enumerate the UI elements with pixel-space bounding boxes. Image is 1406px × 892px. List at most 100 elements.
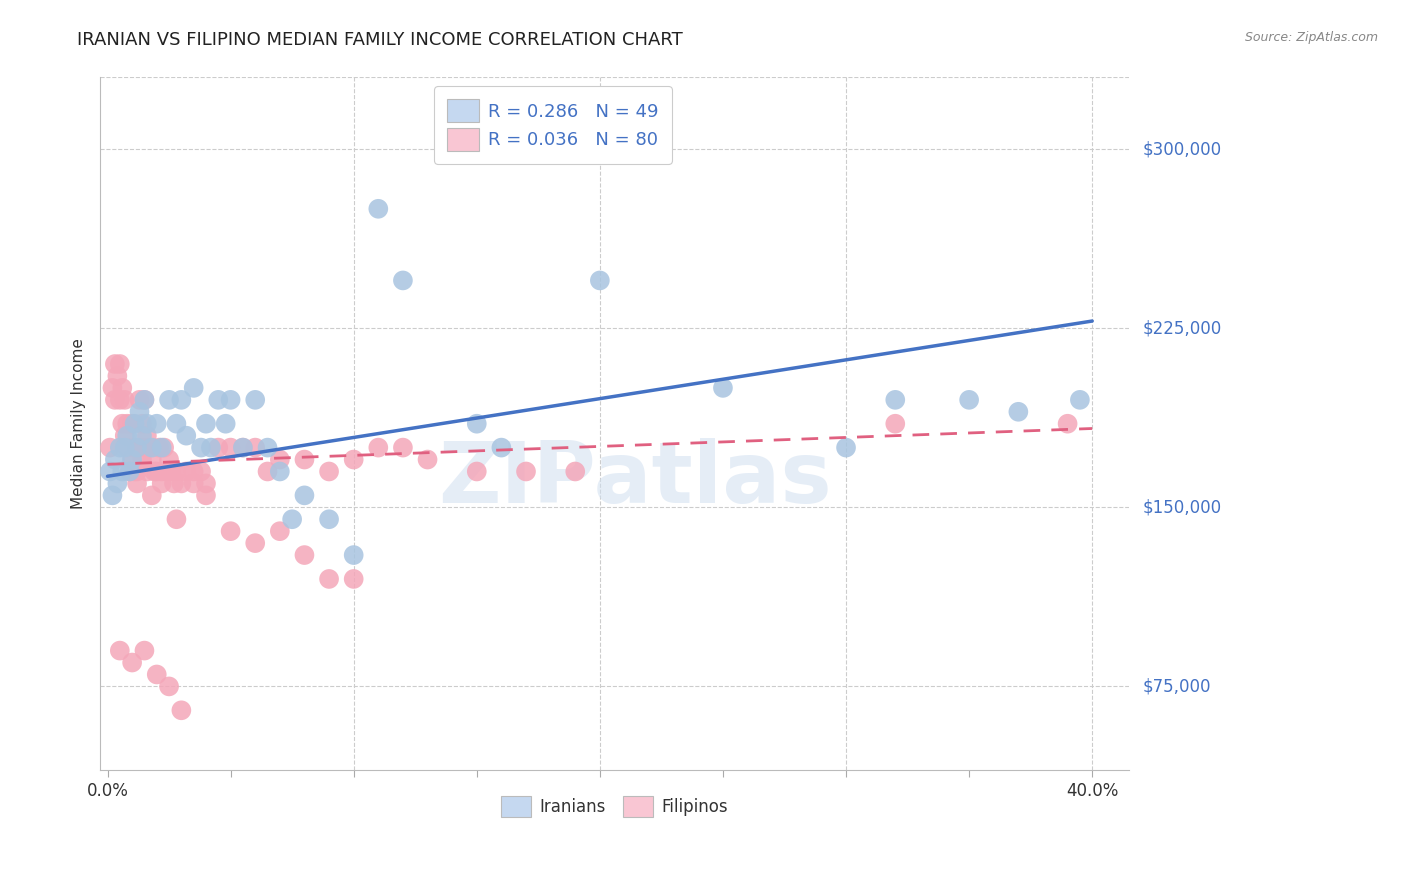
Point [135,417,157,431]
Point [141,488,163,502]
Point [108,643,131,657]
Text: Source: ZipAtlas.com: Source: ZipAtlas.com [1244,31,1378,45]
Point [135,428,157,442]
Point [183,381,205,395]
Point [145,417,167,431]
Point [121,452,143,467]
Point [134,392,156,407]
Point [884,392,907,407]
Point [318,572,340,586]
Point [165,417,187,431]
Point [170,392,193,407]
Point [115,428,138,442]
Point [564,465,586,479]
Point [157,392,180,407]
Point [269,524,291,538]
Point [105,368,128,383]
Point [318,512,340,526]
Point [219,524,242,538]
Point [165,512,187,526]
Point [294,452,316,467]
Point [131,428,153,442]
Point [160,465,183,479]
Point [124,465,146,479]
Point [134,392,156,407]
Point [367,202,389,216]
Point [1056,417,1078,431]
Point [128,405,150,419]
Point [125,465,148,479]
Point [245,441,267,455]
Point [589,273,612,287]
Point [108,441,131,455]
Point [884,417,907,431]
Point [101,488,124,502]
Point [465,417,488,431]
Point [150,465,173,479]
Point [150,476,173,491]
Point [138,441,160,455]
Point [145,667,167,681]
Point [215,417,238,431]
Point [125,441,148,455]
Point [711,381,734,395]
Point [145,465,167,479]
Point [114,441,136,455]
Point [134,441,156,455]
Point [200,441,222,455]
Text: $75,000: $75,000 [1143,677,1212,696]
Point [343,452,366,467]
Point [269,465,291,479]
Point [104,357,127,371]
Point [465,465,488,479]
Point [108,357,131,371]
Text: $225,000: $225,000 [1143,319,1222,337]
Point [104,452,127,467]
Point [98,465,121,479]
Point [416,452,439,467]
Point [183,476,205,491]
Point [195,417,218,431]
Point [98,441,121,455]
Point [115,441,138,455]
Point [183,465,205,479]
Legend: Iranians, Filipinos: Iranians, Filipinos [495,789,734,824]
Point [125,441,148,455]
Point [104,392,127,407]
Point [1007,405,1029,419]
Point [281,512,304,526]
Point [170,476,193,491]
Y-axis label: Median Family Income: Median Family Income [72,338,86,509]
Point [153,441,176,455]
Point [114,428,136,442]
Point [294,488,316,502]
Point [170,703,193,717]
Point [121,417,143,431]
Point [131,417,153,431]
Point [118,465,141,479]
Point [195,488,218,502]
Point [294,548,316,562]
Text: ZIPatlas: ZIPatlas [439,438,832,521]
Point [232,441,254,455]
Point [245,536,267,550]
Point [392,441,415,455]
Point [835,441,858,455]
Point [957,392,980,407]
Point [256,441,278,455]
Point [141,441,163,455]
Point [232,441,254,455]
Point [135,465,157,479]
Point [207,392,229,407]
Text: $150,000: $150,000 [1143,499,1222,516]
Point [155,465,177,479]
Point [101,381,124,395]
Text: $300,000: $300,000 [1143,140,1222,158]
Point [174,428,197,442]
Point [190,465,212,479]
Point [114,392,136,407]
Point [367,441,389,455]
Point [491,441,513,455]
Point [165,465,187,479]
Point [134,643,156,657]
